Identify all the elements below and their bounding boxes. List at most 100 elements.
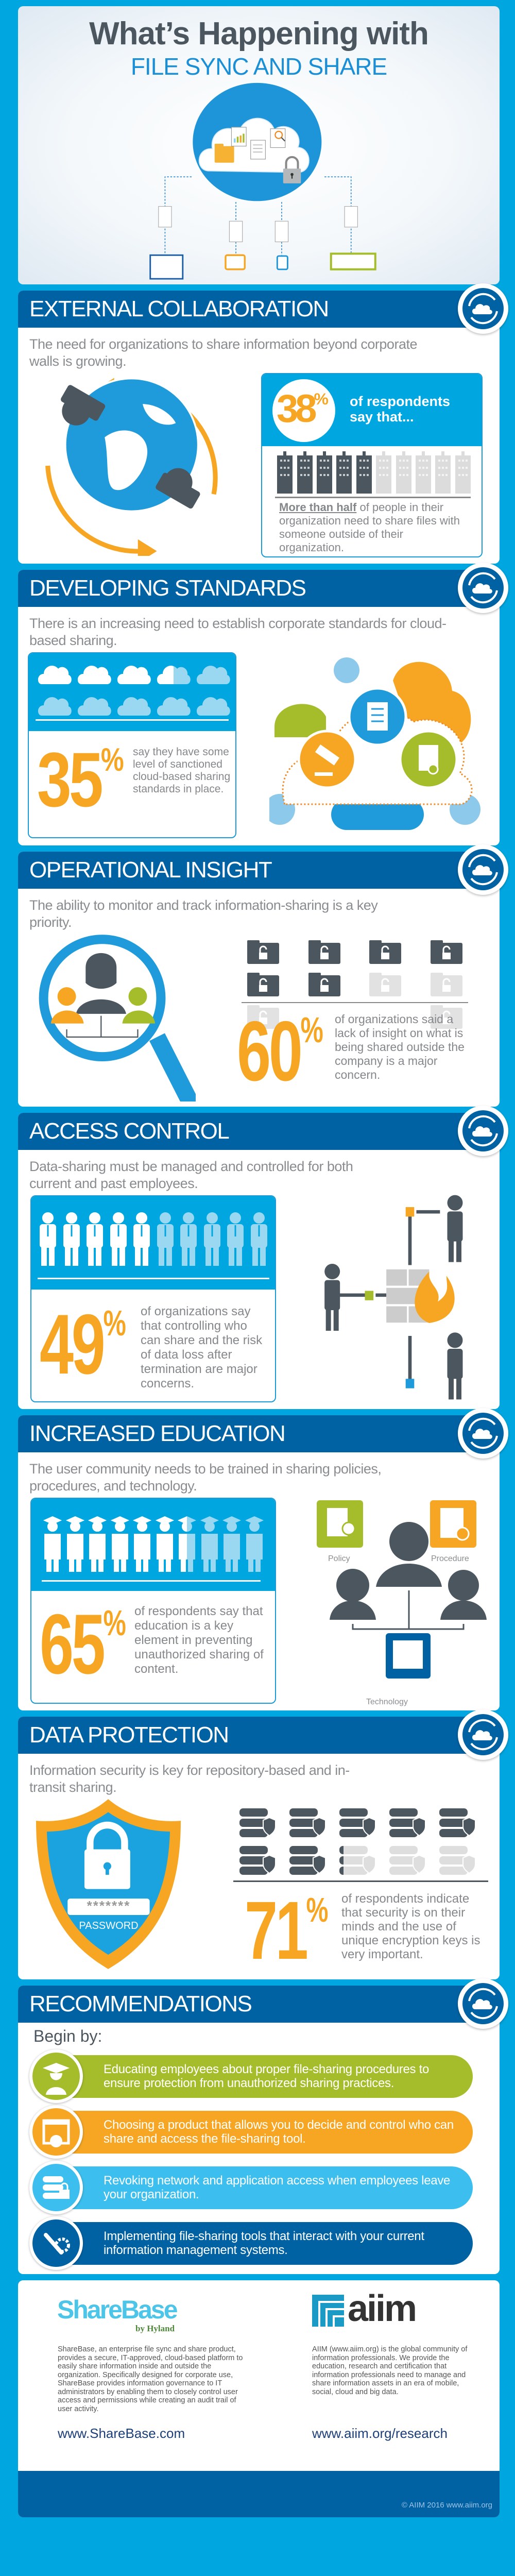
secure-server-icon <box>286 1808 333 1840</box>
divider <box>275 497 471 498</box>
person-icon <box>202 1212 223 1268</box>
magnifier-team-illustration <box>39 935 196 1101</box>
section-title: OPERATIONAL INSIGHT <box>18 852 471 889</box>
stat-percentage: 65% <box>40 1602 126 1687</box>
cloud-icon <box>76 663 113 687</box>
wrench-gear-icon <box>29 2216 83 2270</box>
section-developing-standards: DEVELOPING STANDARDS There is an increas… <box>18 563 508 845</box>
stat-suffix: % <box>103 1302 126 1343</box>
recommendation-item: Revoking network and application access … <box>49 2166 473 2209</box>
building-icon <box>316 450 333 496</box>
recommendation-item: Implementing file-sharing tools that int… <box>49 2222 473 2265</box>
cloud-sync-icon <box>458 1106 508 1156</box>
person-icon <box>225 1212 246 1268</box>
stat-percentage: 60% <box>237 1009 323 1094</box>
stat-text: of organizations say that controlling wh… <box>141 1304 263 1391</box>
stat-card: 49% of organizations say that controllin… <box>30 1195 276 1402</box>
secure-server-icon <box>286 1846 333 1877</box>
chart-document-icon <box>231 127 247 147</box>
stat-suffix: % <box>100 742 124 778</box>
section-title: EXTERNAL COLLABORATION <box>18 291 471 328</box>
section-description: The need for organizations to share info… <box>29 336 417 369</box>
section-title: DEVELOPING STANDARDS <box>18 570 471 607</box>
graduate-icon <box>88 1515 108 1574</box>
graduate-icon <box>222 1515 242 1574</box>
speech-bubble <box>272 379 335 442</box>
person-icon <box>156 468 200 509</box>
section-title: ACCESS CONTROL <box>18 1113 471 1150</box>
procedure-label: Procedure <box>431 1554 469 1563</box>
graduate-icon <box>65 1515 85 1574</box>
sharebase-logo-sub: by Hyland <box>135 2324 175 2333</box>
cloud-sync-illustration <box>149 82 376 280</box>
person-icon <box>61 1212 82 1268</box>
section-title: DATA PROTECTION <box>18 1717 471 1754</box>
cloud-icon <box>155 694 192 718</box>
person-icon <box>440 1570 487 1620</box>
graduate-waffle <box>43 1515 264 1572</box>
secure-server-icon <box>336 1808 383 1840</box>
graduate-icon <box>154 1515 175 1574</box>
footer-card: ShareBase by Hyland ShareBase, an enterp… <box>18 2280 500 2517</box>
cloud-sync-icon <box>458 563 508 613</box>
secure-server-icon <box>236 1846 283 1877</box>
building-icon <box>395 450 413 496</box>
stat-value: 49 <box>40 1297 106 1392</box>
person-icon <box>155 1212 176 1268</box>
cloud-icon <box>115 694 152 718</box>
cloud-sync-icon <box>458 844 508 895</box>
magnifier-icon <box>39 935 166 1062</box>
globe-handshake-illustration <box>45 377 218 556</box>
divider <box>42 1580 261 1582</box>
person-icon <box>131 1212 152 1268</box>
section-description: There is an increasing need to establish… <box>29 616 447 648</box>
building-icon <box>434 450 452 496</box>
person-icon <box>447 1332 463 1400</box>
stat-percentage: 71% <box>245 1889 329 1972</box>
cloud-icon <box>36 663 73 687</box>
building-icon <box>415 450 432 496</box>
person-waffle <box>38 1212 269 1266</box>
secure-server-icon <box>236 1808 283 1840</box>
divider <box>233 1880 488 1882</box>
stat-suffix: % <box>314 389 329 409</box>
sharebase-description: ShareBase, an enterprise file sync and s… <box>58 2345 243 2413</box>
graduate-icon <box>29 2049 83 2103</box>
server-waffle <box>236 1808 484 1875</box>
sharebase-link[interactable]: www.ShareBase.com <box>58 2426 185 2441</box>
smartphone-icon <box>276 255 288 270</box>
stat-percentage: 49% <box>40 1302 126 1387</box>
recommendations-intro: Begin by: <box>33 2027 102 2045</box>
building-icon <box>296 450 313 496</box>
building-icon <box>454 450 472 496</box>
unlocked-folder-icon <box>242 973 285 999</box>
person-icon <box>178 1212 199 1268</box>
graduate-icon <box>132 1515 152 1574</box>
stat-suffix: % <box>300 1009 323 1050</box>
unlocked-folder-icon <box>425 1005 468 1031</box>
stat-text: of respondents indicate that security is… <box>341 1892 480 1961</box>
stat-percentage: 38% <box>277 389 329 429</box>
aiim-description: AIIM (www.aiim.org) is the global commun… <box>312 2345 468 2396</box>
aiim-link[interactable]: www.aiim.org/research <box>312 2426 448 2441</box>
unlocked-folder-icon <box>364 940 407 967</box>
copyright: © AIIM 2016 www.aiim.org <box>401 2501 492 2510</box>
person-icon <box>249 1212 270 1268</box>
secure-server-icon <box>437 1846 484 1877</box>
section-description: Data-sharing must be managed and control… <box>29 1159 353 1191</box>
stat-card: 65% of respondents say that education is… <box>30 1498 276 1704</box>
section-title: INCREASED EDUCATION <box>18 1415 471 1452</box>
cloud-icon <box>155 663 192 687</box>
cloud-icon <box>76 694 113 718</box>
document-icon <box>250 140 266 160</box>
hero-card: What’s Happening with FILE SYNC AND SHAR… <box>18 6 500 284</box>
section-operational-insight: OPERATIONAL INSIGHT The ability to monit… <box>18 844 508 1107</box>
stat-value: 60 <box>237 1004 303 1098</box>
sharebase-logo: ShareBase <box>57 2295 178 2324</box>
building-icon <box>375 450 392 496</box>
unlocked-folder-icon <box>425 973 468 999</box>
recommendation-item: Choosing a product that allows you to de… <box>49 2111 473 2154</box>
education-network-illustration <box>317 1500 487 1679</box>
building-waffle <box>276 450 472 494</box>
technology-label: Technology <box>366 1698 408 1706</box>
